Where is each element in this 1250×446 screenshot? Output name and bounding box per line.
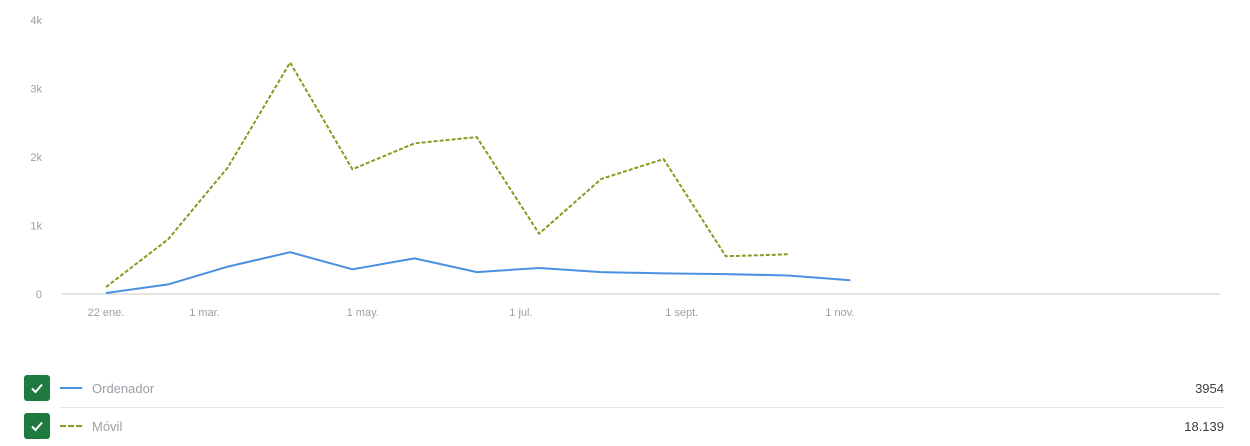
series-layer bbox=[103, 59, 853, 296]
data-point-movil bbox=[349, 166, 355, 172]
data-point-movil bbox=[103, 284, 109, 290]
y-tick-label: 0 bbox=[36, 289, 42, 301]
legend-row-ordenador: Ordenador 3954 bbox=[24, 372, 1224, 404]
series-line-ordenador bbox=[105, 251, 851, 294]
series-legend: Ordenador 3954 Móvil 18.139 bbox=[24, 372, 1224, 442]
data-point-ordenador bbox=[474, 269, 480, 275]
data-point-ordenador bbox=[598, 269, 604, 275]
ordenador-line-swatch bbox=[60, 387, 82, 389]
movil-line-swatch bbox=[60, 425, 82, 427]
data-point-ordenador bbox=[536, 265, 542, 271]
y-tick-label: 1k bbox=[30, 221, 42, 233]
data-point-ordenador bbox=[349, 266, 355, 272]
y-tick-label: 3k bbox=[30, 84, 42, 96]
y-axis-ticks: 0 1k 2k 3k 4k bbox=[30, 15, 42, 301]
legend-divider bbox=[60, 407, 1224, 408]
data-point-movil bbox=[474, 134, 480, 140]
checkmark-icon bbox=[31, 421, 43, 432]
x-tick-label: 1 jul. bbox=[509, 307, 532, 319]
data-point-movil bbox=[225, 164, 231, 170]
ordenador-label: Ordenador bbox=[92, 380, 155, 396]
data-point-ordenador bbox=[412, 255, 418, 261]
ordenador-total: 3954 bbox=[1195, 380, 1224, 396]
data-point-movil bbox=[412, 140, 418, 146]
data-point-movil bbox=[661, 156, 667, 162]
y-tick-label: 2k bbox=[30, 152, 42, 164]
data-point-ordenador bbox=[723, 271, 729, 277]
data-point-movil bbox=[723, 253, 729, 259]
data-point-ordenador bbox=[103, 290, 109, 296]
legend-row-movil: Móvil 18.139 bbox=[24, 407, 1224, 442]
x-tick-label: 1 mar. bbox=[189, 307, 220, 319]
x-tick-label: 1 sept. bbox=[665, 307, 698, 319]
data-point-ordenador bbox=[847, 277, 853, 283]
series-line-movil bbox=[105, 61, 789, 288]
movil-label: Móvil bbox=[92, 418, 123, 434]
line-chart: 0 1k 2k 3k 4k 22 ene. 1 mar. 1 may. 1 jul. 1 sep… bbox=[30, 15, 1220, 319]
data-point-movil bbox=[785, 251, 791, 257]
x-tick-label: 1 nov. bbox=[825, 307, 854, 319]
data-point-movil bbox=[165, 236, 171, 242]
data-point-ordenador bbox=[661, 270, 667, 276]
data-point-ordenador bbox=[225, 264, 231, 270]
movil-total: 18.139 bbox=[1184, 418, 1224, 434]
checkmark-icon bbox=[31, 383, 43, 394]
data-point-movil bbox=[287, 59, 293, 65]
x-tick-label: 1 may. bbox=[347, 307, 379, 319]
data-point-ordenador bbox=[785, 273, 791, 279]
data-point-movil bbox=[598, 176, 604, 182]
data-point-ordenador bbox=[287, 249, 293, 255]
x-tick-label: 22 ene. bbox=[88, 307, 125, 319]
y-tick-label: 4k bbox=[30, 15, 42, 27]
ordenador-checkbox[interactable] bbox=[24, 375, 50, 401]
movil-checkbox[interactable] bbox=[24, 413, 50, 439]
x-axis-ticks: 22 ene. 1 mar. 1 may. 1 jul. 1 sept. 1 nov. bbox=[88, 307, 855, 319]
data-point-movil bbox=[536, 231, 542, 237]
data-point-ordenador bbox=[165, 281, 171, 287]
